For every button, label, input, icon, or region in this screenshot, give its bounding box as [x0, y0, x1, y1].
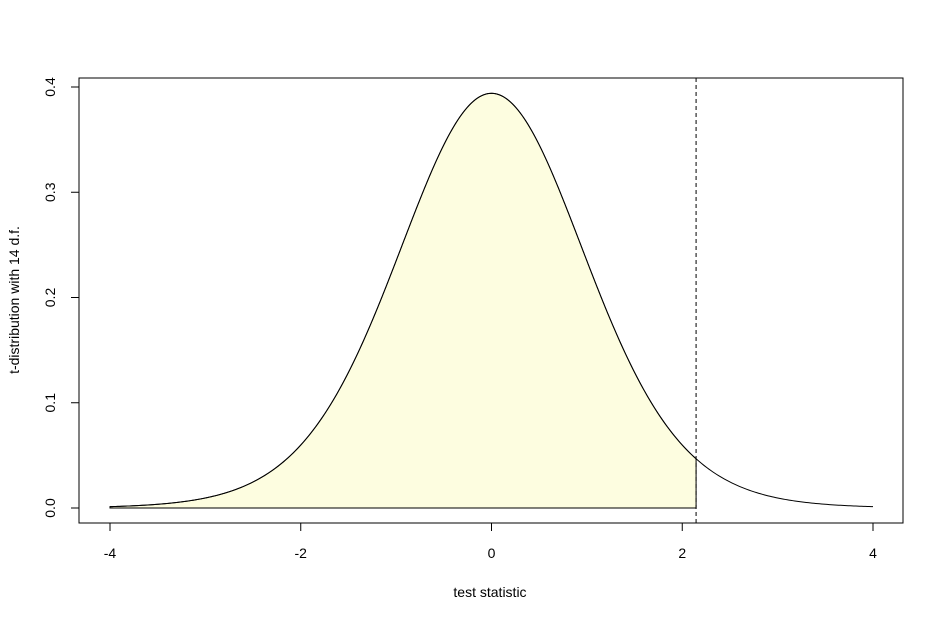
x-tick-label: -2	[295, 545, 308, 561]
y-tick-label: 0.3	[42, 182, 58, 202]
x-tick-label: 0	[488, 545, 496, 561]
x-tick-label: -4	[104, 545, 117, 561]
shaded-area	[109, 92, 697, 509]
y-axis-title: t-distribution with 14 d.f.	[6, 226, 22, 374]
x-axis-title: test statistic	[453, 584, 526, 600]
x-axis: -4 -2 0 2 4	[104, 522, 877, 561]
x-tick-label: 2	[678, 545, 686, 561]
x-tick-label: 4	[869, 545, 877, 561]
y-tick-label: 0.2	[42, 288, 58, 308]
density-curve	[109, 92, 874, 508]
y-tick-label: 0.4	[42, 77, 58, 97]
y-axis: 0.0 0.1 0.2 0.3 0.4	[42, 77, 80, 518]
y-tick-label: 0.0	[42, 498, 58, 518]
y-tick-label: 0.1	[42, 393, 58, 413]
